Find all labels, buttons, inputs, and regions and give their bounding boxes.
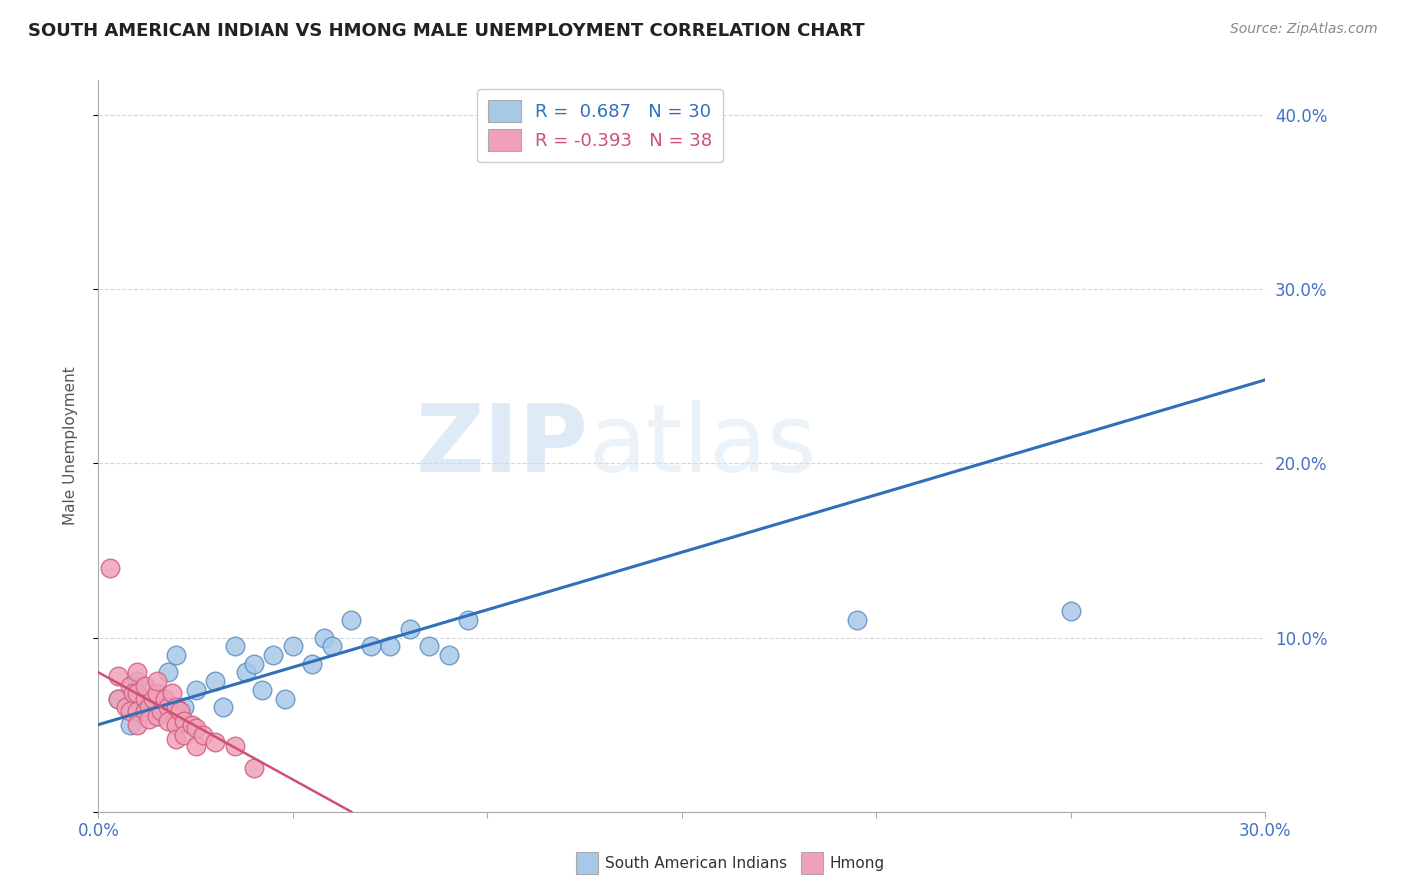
Point: [180, 717, 202, 731]
Point: [98, 561, 121, 575]
Point: [846, 613, 869, 627]
Point: [114, 700, 136, 714]
Point: [127, 674, 149, 689]
Point: [312, 631, 335, 645]
Point: [184, 739, 207, 753]
Legend: R =  0.687   N = 30, R = -0.393   N = 38: R = 0.687 N = 30, R = -0.393 N = 38: [478, 89, 723, 162]
Y-axis label: Male Unemployment: Male Unemployment: [63, 367, 77, 525]
Point: [398, 622, 420, 636]
Text: atlas: atlas: [589, 400, 817, 492]
Point: [134, 691, 156, 706]
Text: Source: ZipAtlas.com: Source: ZipAtlas.com: [1230, 22, 1378, 37]
Point: [224, 739, 246, 753]
Point: [418, 640, 440, 654]
Point: [1060, 604, 1083, 618]
Point: [138, 700, 160, 714]
Point: [107, 669, 129, 683]
Point: [173, 714, 195, 728]
Point: [127, 704, 149, 718]
Text: SOUTH AMERICAN INDIAN VS HMONG MALE UNEMPLOYMENT CORRELATION CHART: SOUTH AMERICAN INDIAN VS HMONG MALE UNEM…: [28, 22, 865, 40]
Point: [165, 648, 187, 662]
Point: [204, 674, 226, 689]
Point: [301, 657, 323, 671]
Point: [118, 704, 141, 718]
Point: [250, 682, 273, 697]
Point: [153, 691, 176, 706]
Point: [146, 686, 169, 700]
Point: [184, 721, 207, 735]
Text: South American Indians: South American Indians: [605, 856, 787, 871]
Point: [118, 679, 141, 693]
Point: [457, 613, 479, 627]
Point: [262, 648, 284, 662]
Point: [321, 640, 343, 654]
Point: [142, 691, 165, 706]
Point: [340, 613, 363, 627]
Point: [149, 704, 172, 718]
Point: [274, 691, 297, 706]
Point: [165, 717, 187, 731]
Point: [127, 717, 149, 731]
Point: [224, 640, 246, 654]
Point: [127, 665, 149, 680]
Point: [281, 640, 304, 654]
Point: [437, 648, 460, 662]
Point: [212, 700, 235, 714]
Text: ZIP: ZIP: [416, 400, 589, 492]
Point: [165, 700, 187, 714]
Point: [134, 679, 156, 693]
Point: [127, 686, 149, 700]
Point: [243, 761, 266, 775]
Point: [378, 640, 402, 654]
Point: [193, 728, 215, 742]
Text: Hmong: Hmong: [830, 856, 884, 871]
Point: [122, 686, 145, 700]
Point: [157, 714, 180, 728]
Point: [107, 691, 129, 706]
Point: [118, 717, 141, 731]
Point: [146, 709, 169, 723]
Point: [173, 700, 195, 714]
Point: [235, 665, 257, 680]
Point: [204, 735, 226, 749]
Point: [134, 704, 156, 718]
Point: [243, 657, 266, 671]
Point: [184, 682, 207, 697]
Point: [157, 665, 180, 680]
Point: [146, 709, 169, 723]
Point: [162, 686, 184, 700]
Point: [169, 704, 191, 718]
Point: [107, 691, 129, 706]
Point: [165, 731, 187, 746]
Point: [173, 728, 195, 742]
Point: [138, 713, 160, 727]
Point: [134, 700, 156, 714]
Point: [360, 640, 382, 654]
Point: [146, 674, 169, 689]
Point: [157, 700, 180, 714]
